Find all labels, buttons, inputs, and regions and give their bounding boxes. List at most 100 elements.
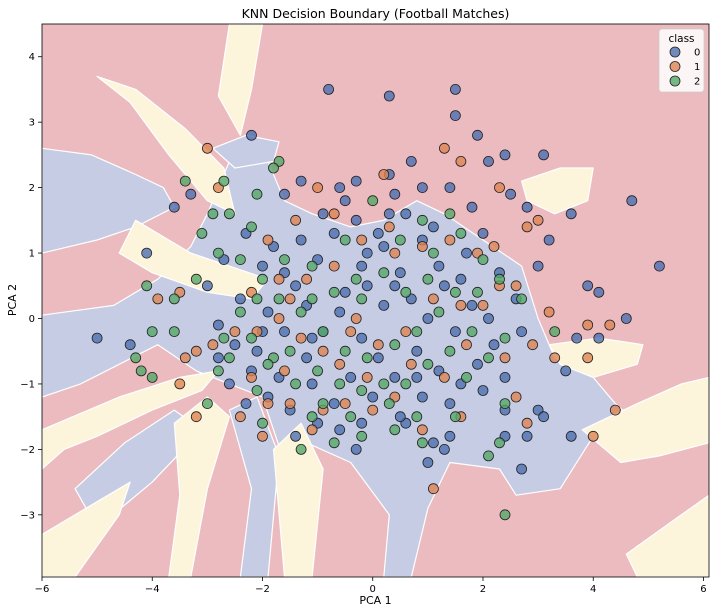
point-class-1 — [609, 404, 621, 416]
point-class-1 — [405, 358, 417, 370]
point-class-2 — [394, 234, 406, 246]
y-tick-label: 2 — [29, 183, 35, 194]
point-class-2 — [483, 450, 494, 462]
point-class-0 — [444, 182, 456, 194]
point-class-1 — [488, 241, 500, 252]
point-class-0 — [372, 227, 384, 239]
point-class-0 — [367, 391, 379, 403]
point-class-0 — [565, 430, 577, 442]
point-class-0 — [279, 326, 290, 338]
legend-marker-class-2 — [669, 75, 681, 87]
point-class-2 — [212, 365, 224, 377]
point-class-1 — [367, 404, 379, 416]
point-class-1 — [279, 365, 290, 377]
legend-label-class-2: 2 — [694, 77, 700, 88]
legend-marker-class-1 — [669, 61, 681, 72]
point-class-2 — [223, 208, 235, 220]
point-class-0 — [427, 221, 439, 233]
point-class-0 — [394, 267, 406, 279]
point-class-2 — [356, 385, 368, 396]
point-class-2 — [416, 214, 428, 226]
point-class-2 — [179, 175, 191, 187]
y-tick-label: −1 — [20, 379, 35, 390]
point-class-0 — [356, 332, 368, 344]
point-class-0 — [416, 182, 428, 194]
point-class-0 — [339, 195, 351, 207]
point-class-1 — [190, 411, 202, 423]
y-tick-label: −3 — [20, 510, 35, 521]
point-class-0 — [251, 345, 263, 357]
point-class-2 — [130, 352, 142, 364]
point-class-2 — [328, 286, 340, 298]
point-class-1 — [532, 214, 544, 226]
point-class-0 — [538, 411, 549, 423]
point-class-2 — [218, 332, 230, 344]
point-class-2 — [389, 339, 401, 351]
point-class-1 — [290, 214, 302, 226]
point-class-0 — [361, 247, 373, 259]
point-class-1 — [521, 221, 533, 233]
point-class-0 — [532, 260, 544, 272]
point-class-2 — [196, 227, 208, 239]
point-class-2 — [168, 293, 180, 305]
point-class-0 — [328, 227, 340, 239]
point-class-2 — [378, 267, 390, 279]
point-class-0 — [571, 332, 583, 344]
point-class-0 — [383, 208, 395, 220]
point-class-1 — [174, 378, 186, 390]
point-class-2 — [317, 326, 329, 338]
decision-regions — [42, 24, 709, 577]
point-class-1 — [400, 326, 412, 338]
point-class-2 — [461, 371, 472, 383]
point-class-1 — [273, 313, 285, 324]
point-class-0 — [477, 227, 489, 239]
point-class-1 — [284, 293, 296, 305]
point-class-1 — [284, 398, 296, 410]
point-class-2 — [499, 332, 511, 344]
region-class-2-15 — [625, 494, 709, 577]
y-tick-label: 4 — [29, 52, 35, 63]
point-class-2 — [317, 398, 329, 410]
point-class-1 — [455, 155, 467, 167]
point-class-1 — [499, 352, 511, 364]
point-class-1 — [582, 319, 594, 331]
point-class-2 — [257, 273, 268, 285]
point-class-1 — [207, 339, 219, 351]
point-class-1 — [234, 411, 246, 423]
point-class-0 — [389, 371, 401, 383]
point-class-2 — [306, 293, 318, 305]
point-class-0 — [455, 273, 467, 285]
region-class-2-8 — [42, 370, 219, 470]
point-class-0 — [223, 378, 235, 390]
x-tick-label: −2 — [255, 584, 270, 595]
point-class-0 — [91, 332, 103, 344]
point-class-0 — [422, 457, 434, 468]
point-class-0 — [472, 129, 483, 141]
point-class-0 — [201, 280, 213, 292]
point-class-0 — [472, 358, 483, 370]
x-axis-label: PCA 1 — [359, 594, 391, 607]
point-class-2 — [279, 254, 290, 266]
point-class-1 — [521, 417, 533, 429]
point-class-0 — [295, 175, 307, 187]
point-class-0 — [279, 188, 290, 200]
point-class-0 — [620, 313, 632, 324]
point-class-0 — [466, 299, 478, 311]
region-class-0-4 — [212, 134, 280, 169]
point-class-0 — [317, 208, 329, 220]
point-class-0 — [334, 182, 346, 194]
point-class-2 — [422, 358, 434, 370]
x-tick-label: −4 — [145, 584, 160, 595]
point-class-0 — [356, 260, 368, 272]
point-class-0 — [582, 280, 594, 292]
point-class-2 — [549, 326, 561, 338]
point-class-1 — [356, 234, 368, 246]
point-class-0 — [488, 339, 500, 351]
point-class-1 — [190, 345, 202, 357]
point-class-2 — [427, 247, 439, 259]
point-class-0 — [433, 260, 445, 272]
point-class-0 — [306, 332, 318, 344]
point-class-1 — [328, 260, 340, 272]
point-class-0 — [168, 201, 180, 213]
